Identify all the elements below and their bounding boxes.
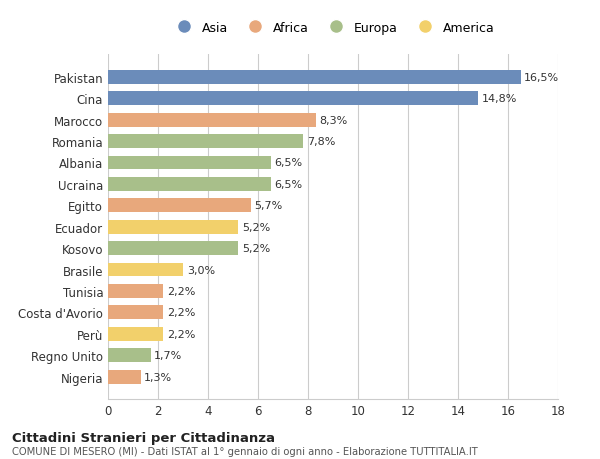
Bar bbox=[108, 241, 238, 256]
Text: 7,8%: 7,8% bbox=[307, 137, 335, 147]
Bar bbox=[108, 156, 271, 170]
Bar bbox=[108, 370, 140, 384]
Bar bbox=[108, 113, 316, 127]
Text: 1,3%: 1,3% bbox=[144, 372, 172, 382]
Legend: Asia, Africa, Europa, America: Asia, Africa, Europa, America bbox=[167, 17, 499, 39]
Bar bbox=[108, 178, 271, 191]
Text: 5,7%: 5,7% bbox=[254, 201, 283, 211]
Text: 2,2%: 2,2% bbox=[167, 308, 195, 318]
Bar bbox=[108, 71, 521, 84]
Text: 5,2%: 5,2% bbox=[242, 222, 270, 232]
Bar bbox=[108, 306, 163, 319]
Text: 8,3%: 8,3% bbox=[319, 115, 347, 125]
Bar bbox=[108, 220, 238, 234]
Bar bbox=[108, 284, 163, 298]
Text: 2,2%: 2,2% bbox=[167, 286, 195, 296]
Text: 2,2%: 2,2% bbox=[167, 329, 195, 339]
Bar bbox=[108, 135, 303, 149]
Text: 3,0%: 3,0% bbox=[187, 265, 215, 275]
Text: 14,8%: 14,8% bbox=[482, 94, 517, 104]
Text: 5,2%: 5,2% bbox=[242, 244, 270, 253]
Text: COMUNE DI MESERO (MI) - Dati ISTAT al 1° gennaio di ogni anno - Elaborazione TUT: COMUNE DI MESERO (MI) - Dati ISTAT al 1°… bbox=[12, 447, 478, 456]
Text: 6,5%: 6,5% bbox=[274, 158, 302, 168]
Text: 1,7%: 1,7% bbox=[154, 350, 182, 360]
Bar bbox=[108, 348, 151, 362]
Bar bbox=[108, 327, 163, 341]
Text: 6,5%: 6,5% bbox=[274, 179, 302, 190]
Bar bbox=[108, 263, 183, 277]
Bar bbox=[108, 199, 251, 213]
Text: 16,5%: 16,5% bbox=[524, 73, 559, 83]
Text: Cittadini Stranieri per Cittadinanza: Cittadini Stranieri per Cittadinanza bbox=[12, 431, 275, 444]
Bar bbox=[108, 92, 478, 106]
